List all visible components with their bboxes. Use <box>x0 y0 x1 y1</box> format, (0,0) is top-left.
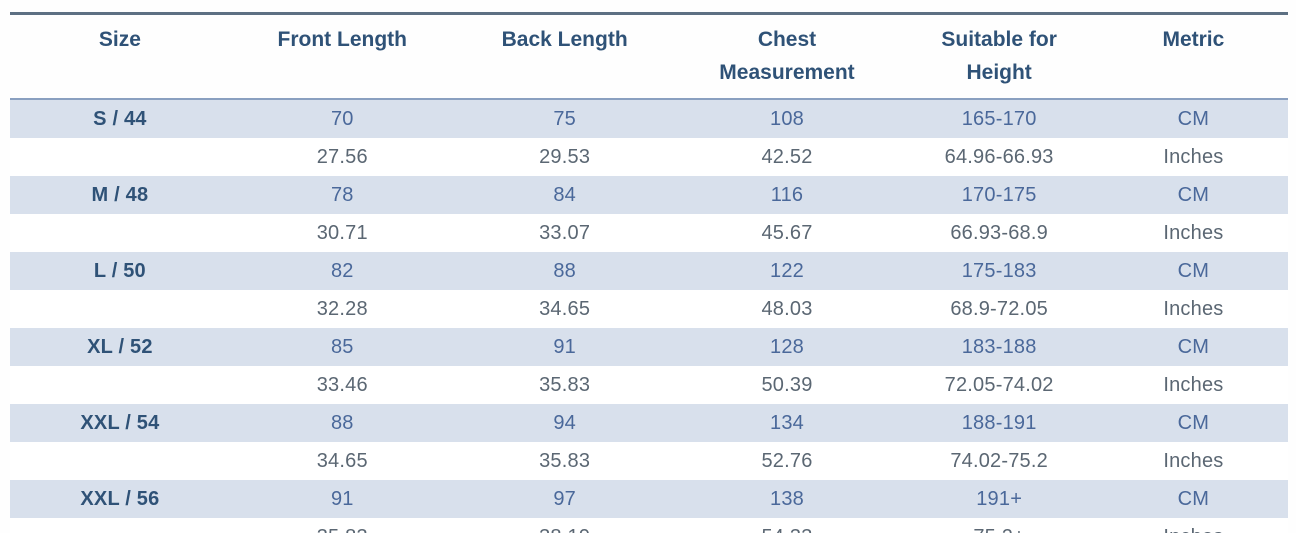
back-length-cell: 34.65 <box>539 297 591 320</box>
back-length-cell: 38.19 <box>455 518 675 533</box>
height-cell: 170-175 <box>961 183 1037 206</box>
size-cell <box>10 366 230 404</box>
metric-cell: Inches <box>1163 297 1224 320</box>
front-length-cell: 78 <box>330 183 354 206</box>
metric-cell: Inches <box>1163 449 1224 472</box>
size-cell: XXL / 56 <box>80 487 160 510</box>
chest-cell: 128 <box>770 335 804 358</box>
chest-cell: 48.03 <box>761 297 813 320</box>
height-cell: 188-191 <box>961 411 1037 434</box>
size-chart-table: Size Front Length Back Length Chest Meas… <box>10 12 1288 533</box>
size-cell <box>10 214 230 252</box>
back-length-cell: 91 <box>553 335 576 358</box>
size-cell <box>10 518 230 533</box>
metric-cell: Inches <box>1163 373 1224 396</box>
back-length-cell: 75 <box>553 107 576 130</box>
height-cell: 165-170 <box>961 107 1037 130</box>
chest-cell: 108 <box>770 107 804 130</box>
back-length-cell: 88 <box>553 259 576 282</box>
chest-cell: 122 <box>770 259 804 282</box>
back-length-cell: 84 <box>553 183 576 206</box>
size-cell: L / 50 <box>93 259 146 282</box>
front-length-cell: 85 <box>330 335 354 358</box>
size-cell <box>10 138 230 176</box>
front-length-cell: 27.56 <box>316 145 368 168</box>
column-header-back-length: Back Length <box>454 13 675 100</box>
size-cell: XL / 52 <box>87 335 153 358</box>
chest-cell: 54.33 <box>675 518 900 533</box>
height-cell: 191+ <box>976 487 1023 510</box>
column-header-metric: Metric <box>1098 13 1288 100</box>
chest-cell: 42.52 <box>761 145 813 168</box>
height-cell: 66.93-68.9 <box>950 221 1048 244</box>
metric-cell: CM <box>1177 487 1210 510</box>
metric-cell: Inches <box>1099 518 1288 533</box>
chest-cell: 50.39 <box>761 373 813 396</box>
table-row: L / 50 82 88 122 175-183 CM <box>10 252 1288 290</box>
back-length-cell: 94 <box>553 411 576 434</box>
size-cell <box>10 442 230 480</box>
column-header-suitable-for-height: Suitable for Height <box>899 13 1099 100</box>
height-cell: 72.05-74.02 <box>944 373 1054 396</box>
front-length-cell: 32.28 <box>316 297 368 320</box>
metric-cell: CM <box>1177 335 1210 358</box>
height-cell: 183-188 <box>961 335 1037 358</box>
back-length-cell: 97 <box>553 487 576 510</box>
height-cell: 75.2+ <box>899 518 1098 533</box>
front-length-cell: 82 <box>330 259 354 282</box>
height-cell: 68.9-72.05 <box>950 297 1048 320</box>
column-header-chest-measurement: Chest Measurement <box>674 13 900 100</box>
front-length-cell: 33.46 <box>316 373 368 396</box>
height-cell: 64.96-66.93 <box>944 145 1054 168</box>
metric-cell: Inches <box>1163 145 1224 168</box>
table-row: XL / 52 85 91 128 183-188 CM <box>10 328 1288 366</box>
column-header-front-length: Front Length <box>229 13 455 100</box>
back-length-cell: 35.83 <box>539 449 591 472</box>
chest-cell: 138 <box>770 487 804 510</box>
back-length-cell: 33.07 <box>539 221 591 244</box>
front-length-cell: 35.83 <box>230 518 455 533</box>
front-length-cell: 91 <box>330 487 354 510</box>
table-row: XXL / 56 91 97 138 191+ CM <box>10 480 1288 518</box>
metric-cell: Inches <box>1163 221 1224 244</box>
metric-cell: CM <box>1177 183 1210 206</box>
size-cell: XXL / 54 <box>80 411 160 434</box>
table-row: 27.56 29.53 42.52 64.96-66.93 Inches <box>10 138 1288 176</box>
header-row: Size Front Length Back Length Chest Meas… <box>10 13 1288 100</box>
front-length-cell: 70 <box>330 107 354 130</box>
table-row: 34.65 35.83 52.76 74.02-75.2 Inches <box>10 442 1288 480</box>
height-cell: 175-183 <box>961 259 1037 282</box>
chest-cell: 45.67 <box>761 221 813 244</box>
table-row: S / 44 70 75 108 165-170 CM <box>10 99 1288 138</box>
back-length-cell: 29.53 <box>539 145 591 168</box>
column-header-size: Size <box>10 13 230 100</box>
metric-cell: CM <box>1177 411 1210 434</box>
front-length-cell: 34.65 <box>316 449 368 472</box>
front-length-cell: 30.71 <box>316 221 368 244</box>
height-cell: 74.02-75.2 <box>950 449 1048 472</box>
chest-cell: 116 <box>770 183 804 206</box>
table-row: 33.46 35.83 50.39 72.05-74.02 Inches <box>10 366 1288 404</box>
back-length-cell: 35.83 <box>539 373 591 396</box>
table-row: 35.83 38.19 54.33 75.2+ Inches <box>10 518 1288 533</box>
size-cell: M / 48 <box>91 183 149 206</box>
table-row: XXL / 54 88 94 134 188-191 CM <box>10 404 1288 442</box>
size-cell <box>10 290 230 328</box>
table-row: 32.28 34.65 48.03 68.9-72.05 Inches <box>10 290 1288 328</box>
chest-cell: 52.76 <box>761 449 813 472</box>
front-length-cell: 88 <box>330 411 354 434</box>
table-row: M / 48 78 84 116 170-175 CM <box>10 176 1288 214</box>
chest-cell: 134 <box>770 411 804 434</box>
table-row: 30.71 33.07 45.67 66.93-68.9 Inches <box>10 214 1288 252</box>
metric-cell: CM <box>1177 107 1210 130</box>
metric-cell: CM <box>1177 259 1210 282</box>
size-cell: S / 44 <box>93 107 147 130</box>
